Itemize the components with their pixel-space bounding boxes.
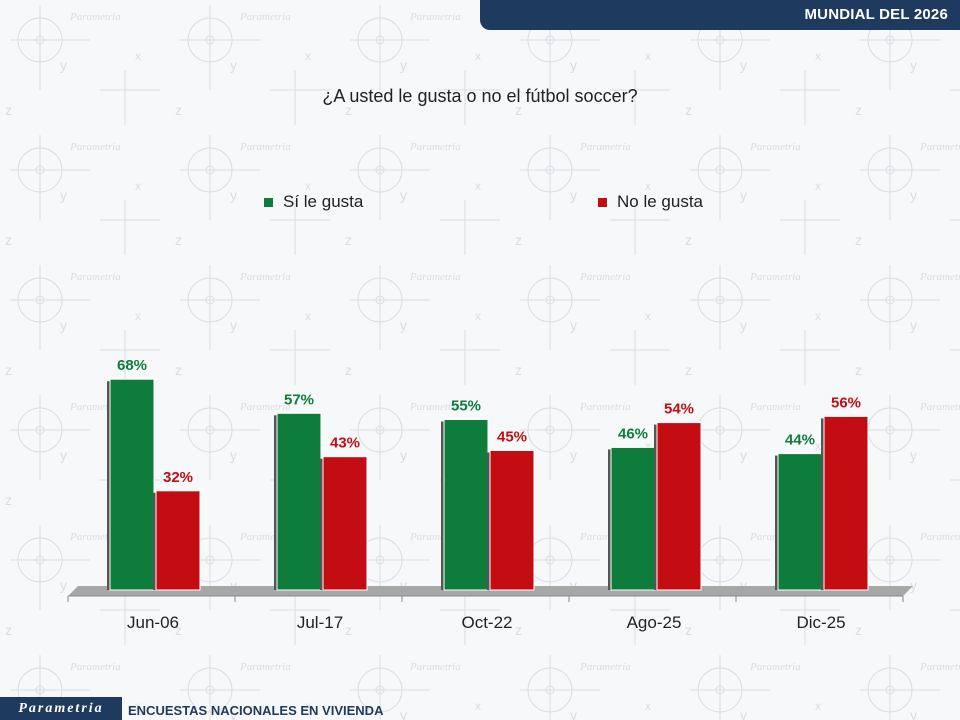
bar-shadow	[654, 424, 657, 590]
bar-no	[489, 450, 535, 591]
bar-shadow	[441, 421, 444, 590]
bar-shadow	[274, 415, 277, 590]
bar-shadow	[821, 418, 824, 590]
data-label-yes: 57%	[284, 391, 314, 408]
x-tick-label: Jul-17	[297, 613, 343, 632]
bar-no	[155, 490, 201, 591]
data-label-no: 45%	[497, 429, 527, 446]
data-label-no: 56%	[831, 394, 861, 411]
bar-shadow	[487, 452, 490, 590]
bar-no	[823, 415, 869, 591]
header-banner: MUNDIAL DEL 2026	[480, 0, 960, 30]
bar-yes	[777, 453, 823, 591]
data-label-no: 43%	[330, 435, 360, 452]
bar-shadow	[608, 449, 611, 590]
data-label-yes: 68%	[117, 357, 147, 374]
brand-logo: Parametria	[0, 697, 122, 720]
bar-yes	[610, 446, 656, 591]
legend-no-label: No le gusta	[617, 192, 703, 211]
bar-shadow	[153, 492, 156, 590]
data-label-yes: 55%	[451, 398, 481, 415]
bar-yes	[109, 378, 155, 591]
legend-yes: Sí le gusta	[264, 192, 363, 212]
bar-shadow	[320, 458, 323, 590]
chart-title: ¿A usted le gusta o no el fútbol soccer?	[322, 86, 638, 106]
data-label-yes: 46%	[618, 425, 648, 442]
survey-label: ENCUESTAS NACIONALES EN VIVIENDA	[128, 703, 384, 718]
legend-no: No le gusta	[598, 192, 703, 212]
x-tick-label: Jun-06	[127, 613, 179, 632]
x-tick-label: Ago-25	[627, 613, 682, 632]
data-label-no: 54%	[664, 401, 694, 418]
bar-no	[322, 456, 368, 591]
legend-yes-swatch	[264, 197, 273, 207]
legend-yes-label: Sí le gusta	[283, 192, 364, 211]
bar-shadow	[775, 455, 778, 590]
x-tick-label: Oct-22	[461, 613, 512, 632]
bar-no	[656, 422, 702, 591]
data-label-yes: 44%	[785, 432, 815, 449]
x-tick-label: Dic-25	[796, 613, 845, 632]
data-label-no: 32%	[163, 469, 193, 486]
bar-yes	[276, 412, 322, 591]
bar-shadow	[107, 381, 110, 590]
header-badge: MUNDIAL DEL 2026	[804, 6, 948, 23]
bar-yes	[443, 419, 489, 591]
legend-no-swatch	[598, 197, 607, 207]
